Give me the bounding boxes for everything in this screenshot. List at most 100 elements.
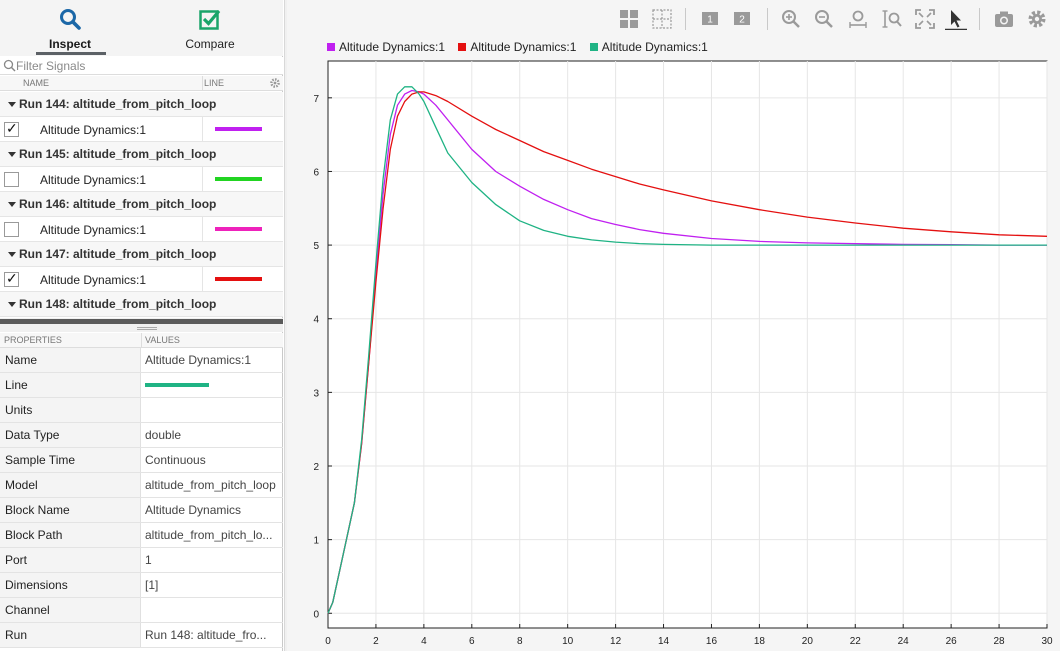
property-key: Port <box>0 548 141 572</box>
property-row-channel: Channel <box>0 598 283 623</box>
x-tick-label: 10 <box>562 636 574 647</box>
run-label: Run 147: altitude_from_pitch_loop <box>19 247 217 261</box>
settings-gear-icon[interactable] <box>1026 8 1048 30</box>
signal-name: Altitude Dynamics:1 <box>40 273 147 287</box>
snapshot-camera-icon[interactable] <box>993 8 1015 30</box>
run-group-row[interactable]: Run 148: altitude_from_pitch_loop <box>0 292 283 317</box>
property-row-sample-time: Sample Time Continuous <box>0 448 283 473</box>
grid-icon[interactable] <box>651 8 673 30</box>
plot-toolbar: 1 2 <box>287 0 1060 38</box>
property-row-block-path: Block Path altitude_from_pitch_lo... <box>0 523 283 548</box>
collapse-caret-icon[interactable] <box>8 252 16 257</box>
signal-checkbox[interactable]: ✓ <box>4 120 19 137</box>
property-value: double <box>145 428 182 442</box>
x-tick-label: 2 <box>373 636 379 647</box>
cursor-icon[interactable] <box>945 8 967 31</box>
signal-row[interactable]: Altitude Dynamics:1 <box>0 217 283 242</box>
run-group-row[interactable]: Run 147: altitude_from_pitch_loop <box>0 242 283 267</box>
check-mark-icon: ✓ <box>6 120 18 136</box>
run-group-row[interactable]: Run 145: altitude_from_pitch_loop <box>0 142 283 167</box>
x-tick-label: 26 <box>946 636 958 647</box>
property-row-units: Units <box>0 398 283 423</box>
line-color-swatch[interactable] <box>215 277 262 281</box>
filter-bar <box>0 57 283 75</box>
tab-inspect[interactable]: Inspect <box>0 0 140 56</box>
plot-frame <box>327 60 1048 629</box>
collapse-caret-icon[interactable] <box>8 302 16 307</box>
line-color-swatch[interactable] <box>215 177 262 181</box>
legend-item[interactable]: Altitude Dynamics:1 <box>589 40 708 54</box>
legend-label: Altitude Dynamics:1 <box>601 40 708 54</box>
horizontal-scrollbar[interactable] <box>0 319 283 324</box>
tab-compare[interactable]: Compare <box>140 0 280 56</box>
tab-inspect-label: Inspect <box>48 37 91 51</box>
subplot-1-icon[interactable]: 1 <box>699 8 721 30</box>
property-row-run: Run Run 148: altitude_fro... <box>0 623 283 648</box>
splitter-grip-icon[interactable] <box>137 327 157 330</box>
signal-checkbox[interactable] <box>4 172 19 187</box>
plot-legend: Altitude Dynamics:1 Altitude Dynamics:1 … <box>327 40 718 56</box>
zoom-y-icon[interactable] <box>881 8 903 30</box>
x-tick-label: 0 <box>325 636 331 647</box>
property-row-model: Model altitude_from_pitch_loop <box>0 473 283 498</box>
subplot-2-icon[interactable]: 2 <box>731 8 753 30</box>
signal-row[interactable]: Altitude Dynamics:1 <box>0 167 283 192</box>
y-tick-label: 1 <box>313 536 319 547</box>
fit-to-view-icon[interactable] <box>914 8 936 30</box>
y-tick-label: 0 <box>313 609 319 620</box>
column-separator <box>202 217 203 242</box>
signal-row[interactable]: ✓ Altitude Dynamics:1 <box>0 117 283 142</box>
signal-name: Altitude Dynamics:1 <box>40 173 147 187</box>
run-group-row[interactable]: Run 144: altitude_from_pitch_loop <box>0 92 283 117</box>
collapse-caret-icon[interactable] <box>8 152 16 157</box>
line-style-swatch[interactable] <box>145 383 209 387</box>
legend-swatch <box>327 43 335 51</box>
toolbar-separator <box>685 8 686 30</box>
x-tick-label: 6 <box>469 636 475 647</box>
plot-area: 1 2 <box>287 0 1060 651</box>
magnifier-icon <box>58 7 82 31</box>
signal-checkbox[interactable] <box>4 222 19 237</box>
collapse-caret-icon[interactable] <box>8 102 16 107</box>
legend-label: Altitude Dynamics:1 <box>470 40 577 54</box>
layout-grid-icon[interactable] <box>618 8 640 30</box>
line-color-swatch[interactable] <box>215 227 262 231</box>
property-row-data-type: Data Type double <box>0 423 283 448</box>
column-header-name[interactable]: NAME <box>23 78 50 88</box>
property-key: Block Path <box>0 523 141 547</box>
zoom-in-icon[interactable] <box>780 8 802 30</box>
line-color-swatch[interactable] <box>215 127 262 131</box>
run-label: Run 145: altitude_from_pitch_loop <box>19 147 217 161</box>
property-key: Sample Time <box>0 448 141 472</box>
panel-splitter[interactable] <box>0 318 283 332</box>
column-header-line[interactable]: LINE <box>204 78 225 88</box>
column-separator <box>202 167 203 192</box>
column-settings-gear-icon[interactable] <box>269 77 281 89</box>
signal-row[interactable]: ✓ Altitude Dynamics:1 <box>0 267 283 292</box>
column-separator <box>202 117 203 142</box>
y-tick-label: 6 <box>313 167 319 178</box>
zoom-out-icon[interactable] <box>813 8 835 30</box>
y-tick-label: 4 <box>313 315 319 326</box>
series-line-3[interactable] <box>327 86 1047 614</box>
x-tick-label: 20 <box>802 636 814 647</box>
property-value: 1 <box>145 553 152 567</box>
filter-signals-input[interactable] <box>16 58 276 74</box>
legend-item[interactable]: Altitude Dynamics:1 <box>327 40 445 54</box>
property-value: Continuous <box>145 453 206 467</box>
run-group-row[interactable]: Run 146: altitude_from_pitch_loop <box>0 192 283 217</box>
subplot-1-label: 1 <box>707 15 713 26</box>
y-tick-label: 7 <box>313 94 319 105</box>
panel-divider[interactable] <box>284 0 287 651</box>
property-value: altitude_from_pitch_loop <box>145 478 276 492</box>
column-header-properties: PROPERTIES <box>4 335 62 345</box>
signal-table: Run 144: altitude_from_pitch_loop ✓ Alti… <box>0 92 283 318</box>
zoom-x-icon[interactable] <box>847 8 869 30</box>
property-value: [1] <box>145 578 159 592</box>
x-tick-label: 24 <box>898 636 910 647</box>
property-value[interactable]: Altitude Dynamics:1 <box>145 353 252 367</box>
signal-checkbox[interactable]: ✓ <box>4 270 19 287</box>
legend-item[interactable]: Altitude Dynamics:1 <box>458 40 576 54</box>
collapse-caret-icon[interactable] <box>8 202 16 207</box>
